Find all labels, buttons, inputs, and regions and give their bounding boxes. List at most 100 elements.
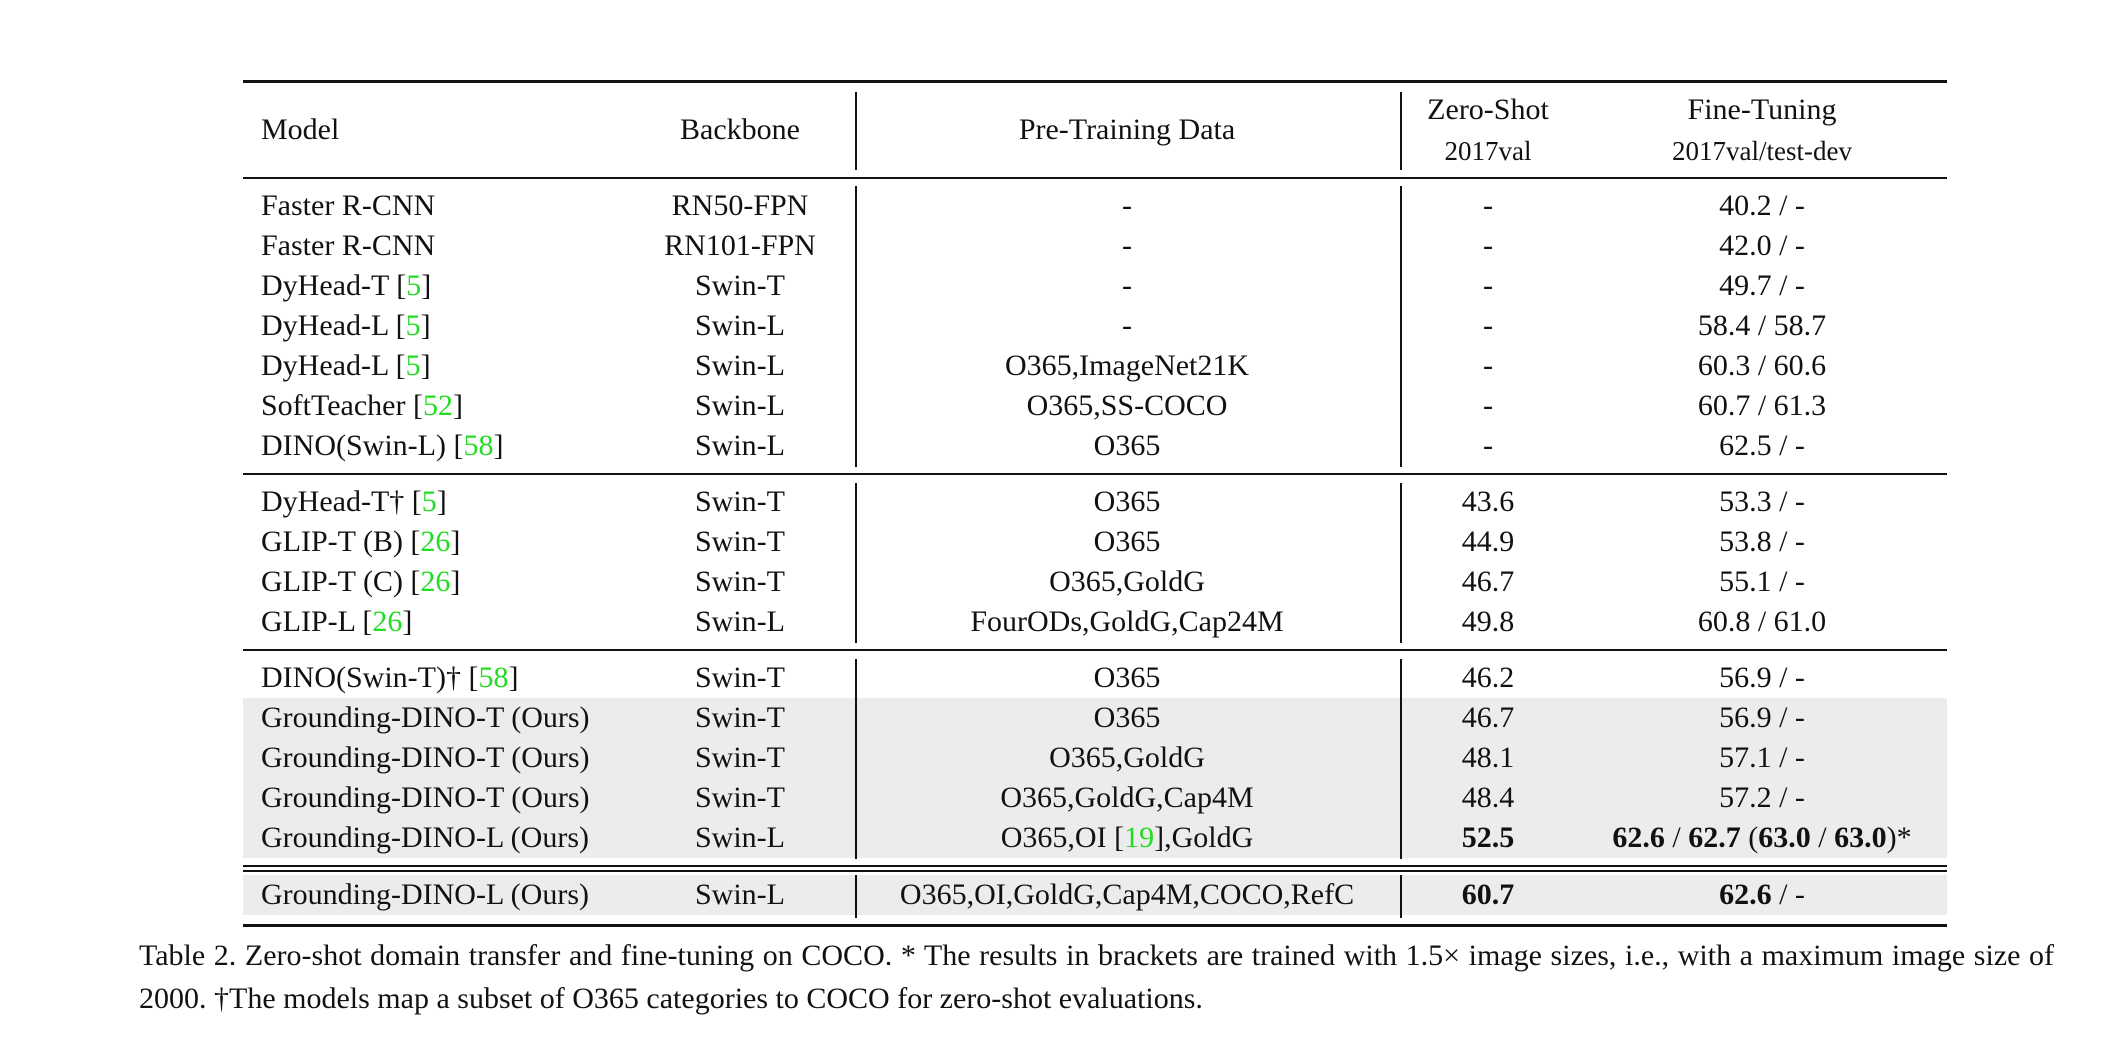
cell: O365,SS-COCO — [1026, 389, 1228, 422]
column-rule — [1400, 483, 1402, 643]
column-rule — [855, 875, 857, 918]
row-shade — [243, 818, 1947, 858]
cell: Pre-Training Data — [1018, 113, 1236, 146]
cell: RN101-FPN — [664, 229, 816, 262]
column-rule — [1400, 659, 1402, 859]
cell: 57.1 / - — [1719, 741, 1805, 774]
group-rule — [243, 865, 1947, 867]
cell: O365 — [1093, 661, 1161, 694]
cell: Grounding-DINO-T (Ours) — [261, 741, 590, 774]
bottom-rule — [243, 924, 1947, 927]
cell: 62.5 / - — [1719, 429, 1805, 462]
cell: Grounding-DINO-L (Ours) — [261, 878, 589, 911]
cell: O365,ImageNet21K — [1004, 349, 1250, 382]
column-rule — [1400, 92, 1402, 170]
cell: Swin-L — [695, 309, 785, 342]
cell: - — [1122, 229, 1132, 262]
cell: Swin-T — [695, 741, 785, 774]
cell: GLIP-T (B) [26] — [261, 525, 461, 558]
cell: 46.7 — [1461, 701, 1515, 734]
cell: 60.3 / 60.6 — [1697, 349, 1827, 382]
cell: Swin-L — [695, 389, 785, 422]
cell: Swin-T — [695, 781, 785, 814]
cell: 58.4 / 58.7 — [1697, 309, 1827, 342]
cell: 46.7 — [1461, 565, 1515, 598]
cell: Fine-Tuning — [1687, 93, 1837, 126]
column-rule — [855, 659, 857, 859]
cell: - — [1122, 269, 1132, 302]
cell: Backbone — [680, 113, 800, 146]
column-rule — [1400, 875, 1402, 918]
cell: O365 — [1093, 701, 1161, 734]
cell: Grounding-DINO-T (Ours) — [261, 701, 590, 734]
cell: O365,GoldG,Cap4M — [1000, 781, 1254, 814]
cell: Grounding-DINO-T (Ours) — [261, 781, 590, 814]
cell: 49.8 — [1461, 605, 1515, 638]
cell: 43.6 — [1461, 485, 1515, 518]
cell: SoftTeacher [52] — [261, 389, 463, 422]
cell: DyHead-L [5] — [261, 349, 431, 382]
row-shade — [243, 875, 1947, 915]
cell: O365 — [1093, 485, 1161, 518]
cell: 46.2 — [1461, 661, 1515, 694]
cell: 62.6 / 62.7 (63.0 / 63.0)* — [1612, 821, 1912, 854]
cell: - — [1483, 229, 1493, 262]
cell: Swin-L — [695, 429, 785, 462]
cell: 40.2 / - — [1719, 189, 1805, 222]
cell: - — [1483, 389, 1493, 422]
cell: Swin-L — [695, 349, 785, 382]
cell: O365,OI,GoldG,Cap4M,COCO,RefC — [899, 878, 1355, 911]
cell: - — [1122, 309, 1132, 342]
cell: 2017val — [1444, 136, 1532, 166]
column-rule — [855, 186, 857, 467]
cell: - — [1483, 269, 1493, 302]
cell: O365,OI [19],GoldG — [1000, 821, 1254, 854]
cell: 48.1 — [1461, 741, 1515, 774]
column-rule — [1400, 186, 1402, 467]
cell: Swin-L — [695, 605, 785, 638]
top-rule — [243, 80, 1947, 83]
cell: 56.9 / - — [1719, 701, 1805, 734]
cell: Swin-T — [695, 661, 785, 694]
cell: GLIP-T (C) [26] — [261, 565, 461, 598]
cell: 49.7 / - — [1719, 269, 1805, 302]
cell: O365 — [1093, 429, 1161, 462]
cell: GLIP-L [26] — [261, 605, 413, 638]
cell: Faster R-CNN — [261, 229, 436, 262]
cell: 60.7 — [1461, 878, 1515, 911]
cell: - — [1122, 189, 1132, 222]
cell: 60.7 / 61.3 — [1697, 389, 1827, 422]
cell: 56.9 / - — [1719, 661, 1805, 694]
row-shade — [243, 698, 1947, 738]
column-rule — [855, 483, 857, 643]
cell: FourODs,GoldG,Cap24M — [970, 605, 1284, 638]
cell: 62.6 / - — [1719, 878, 1805, 911]
cell: 55.1 / - — [1719, 565, 1805, 598]
cell: 42.0 / - — [1719, 229, 1805, 262]
cell: - — [1483, 429, 1493, 462]
group-rule — [243, 649, 1947, 651]
cell: 48.4 — [1461, 781, 1515, 814]
row-shade — [243, 778, 1947, 818]
cell: Zero-Shot — [1427, 93, 1549, 126]
cell: Swin-T — [695, 485, 785, 518]
cell: O365 — [1093, 525, 1161, 558]
cell: 52.5 — [1461, 821, 1515, 854]
cell: Swin-L — [695, 821, 785, 854]
cell: 57.2 / - — [1719, 781, 1805, 814]
cell: O365,GoldG — [1049, 741, 1205, 774]
cell: DINO(Swin-L) [58] — [261, 429, 504, 462]
cell: Faster R-CNN — [261, 189, 436, 222]
cell: Swin-T — [695, 525, 785, 558]
header-rule — [243, 177, 1947, 179]
cell: 53.3 / - — [1719, 485, 1805, 518]
cell: Swin-T — [695, 701, 785, 734]
cell: Swin-T — [695, 269, 785, 302]
cell: - — [1483, 189, 1493, 222]
cell: - — [1483, 309, 1493, 342]
cell: Model — [261, 113, 340, 146]
caption: Table 2. Zero-shot domain transfer and f… — [139, 939, 2054, 1015]
cell: - — [1483, 349, 1493, 382]
column-rule — [855, 92, 857, 170]
